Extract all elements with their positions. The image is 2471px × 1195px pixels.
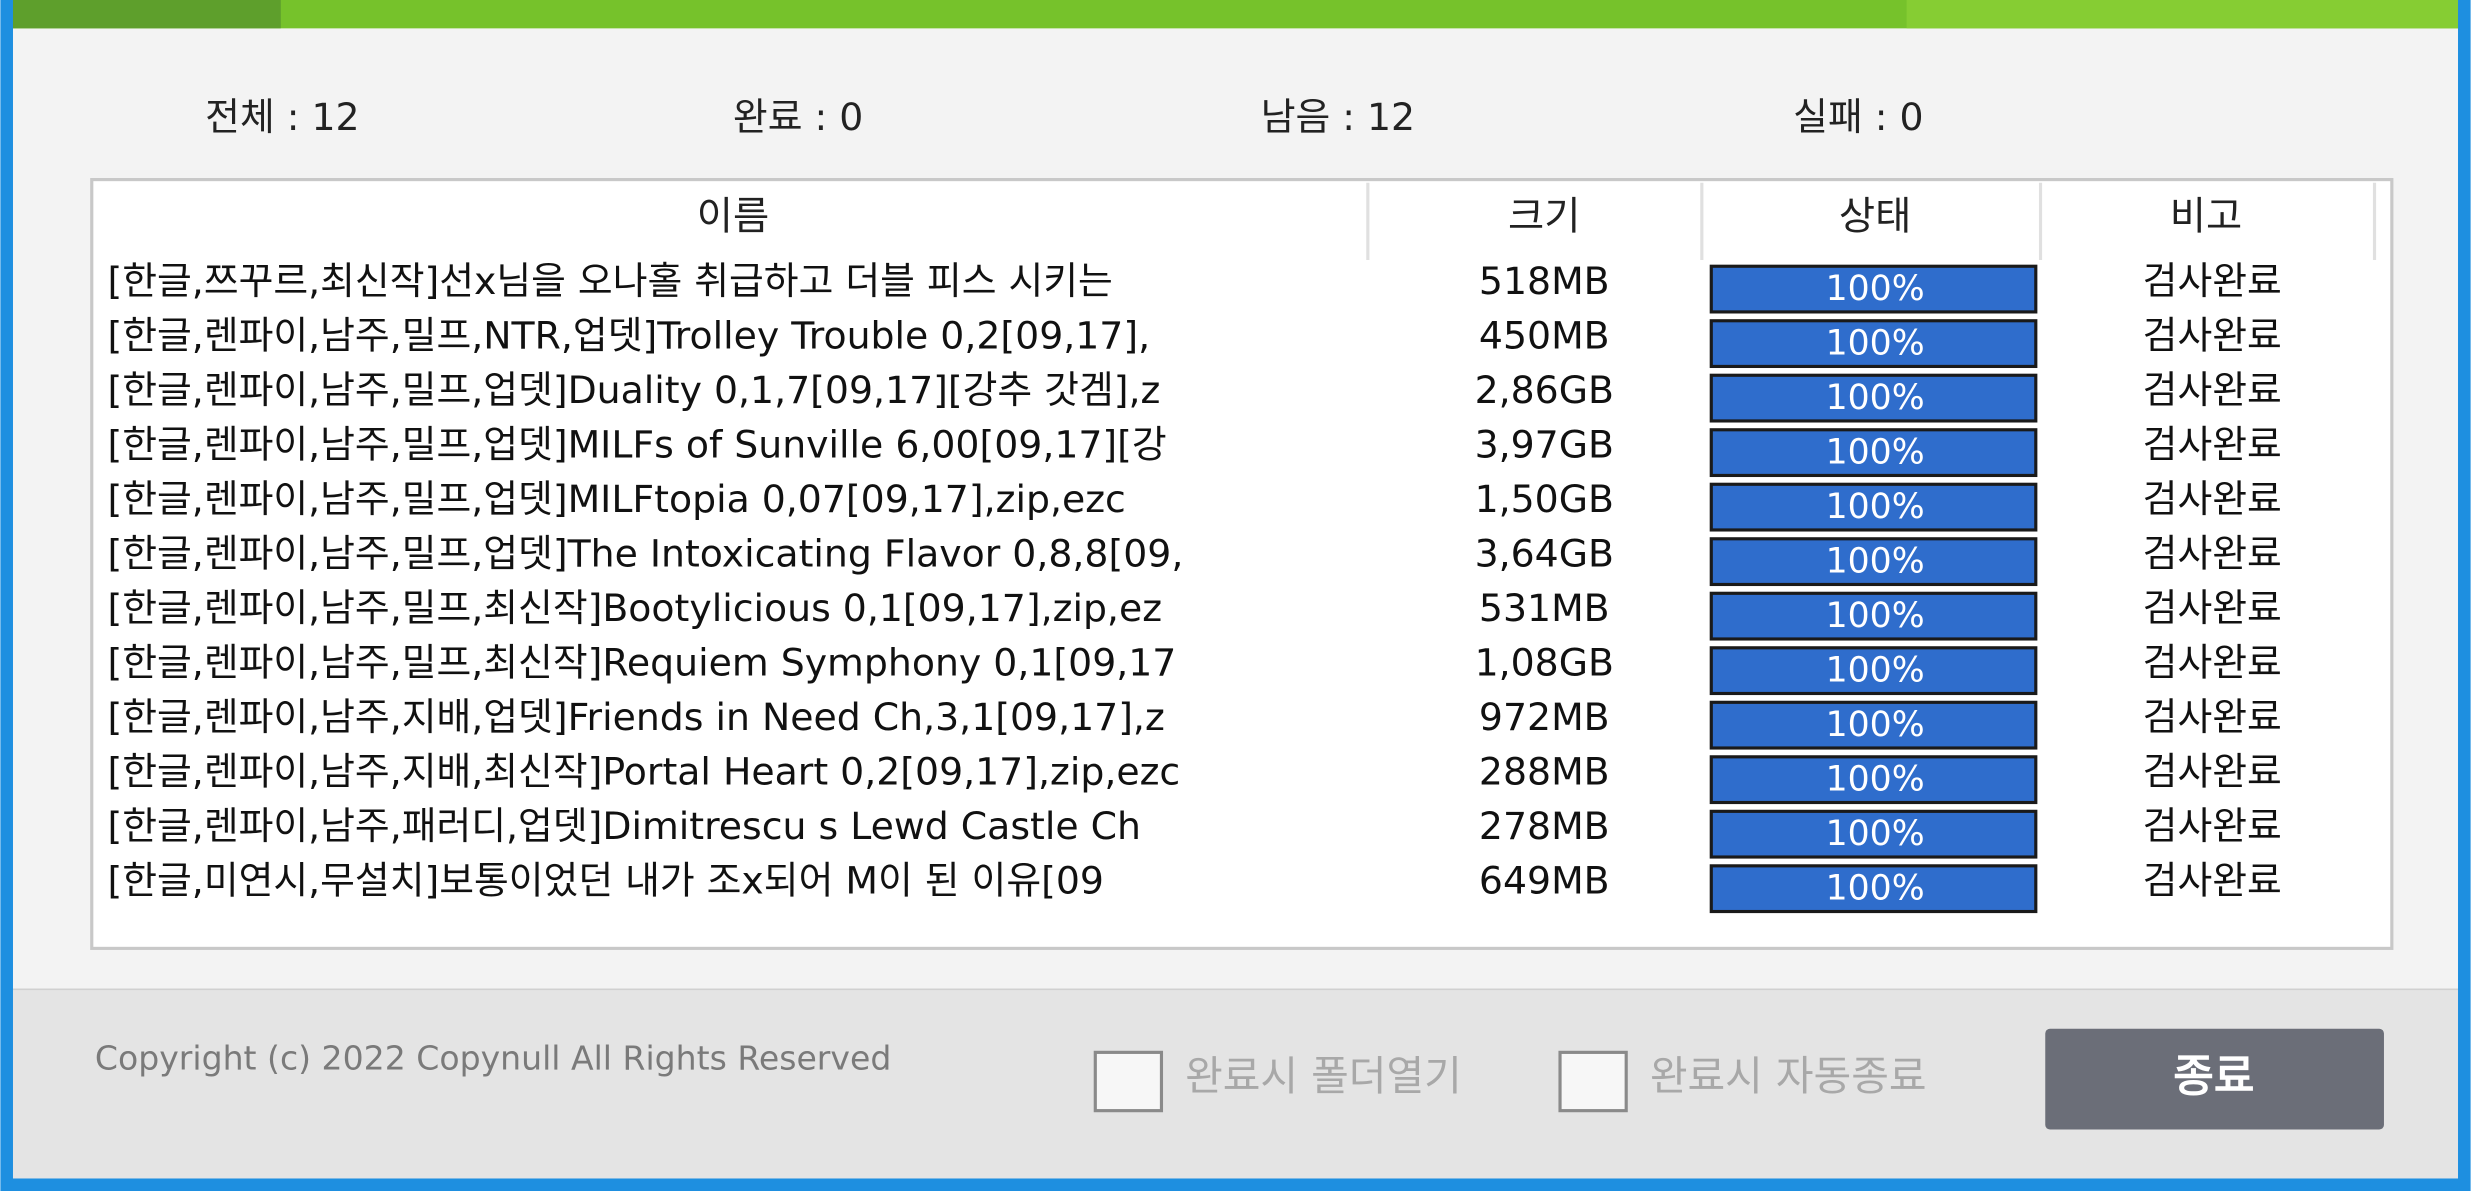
file-name: [한글,렌파이,남주,밀프,업뎃]The Intoxicating Flavor… — [108, 532, 1184, 576]
file-size: 3,64GB — [1475, 532, 1614, 576]
column-header: 비고 — [2170, 193, 2242, 239]
file-name: [한글,렌파이,남주,밀프,최신작]Requiem Symphony 0,1[0… — [108, 641, 1177, 685]
status-note: 검사완료 — [2143, 859, 2282, 903]
file-name: [한글,렌파이,남주,지배,최신작]Portal Heart 0,2[09,17… — [108, 750, 1181, 794]
progress-bar — [1709, 646, 2038, 696]
file-size: 3,97GB — [1475, 423, 1614, 467]
status-note: 검사완료 — [2143, 477, 2282, 521]
status-note: 검사완료 — [2143, 695, 2282, 739]
progress-bar — [1709, 700, 2038, 750]
close-button[interactable] — [2045, 1028, 2384, 1130]
status-note: 검사완료 — [2143, 750, 2282, 794]
progress-label: 100% — [1826, 432, 1925, 472]
title-bar-left — [12, 0, 281, 29]
status-note: 검사완료 — [2143, 532, 2282, 576]
progress-bar — [1709, 373, 2038, 423]
stat-label: 남음 : 12 — [1261, 95, 1415, 139]
progress-bar — [1709, 755, 2038, 805]
checkbox[interactable] — [1093, 1050, 1164, 1113]
progress-label: 100% — [1826, 378, 1925, 418]
file-size: 518MB — [1479, 259, 1610, 303]
progress-label: 100% — [1826, 487, 1925, 527]
progress-bar — [1709, 319, 2038, 369]
copyright: Copyright (c) 2022 Copynull All Rights R… — [95, 1039, 891, 1078]
title-bar-right — [1906, 0, 2459, 29]
progress-bar — [1709, 864, 2038, 914]
file-size: 972MB — [1479, 695, 1610, 739]
file-size: 1,50GB — [1475, 477, 1614, 521]
file-size: 288MB — [1479, 750, 1610, 794]
progress-label: 100% — [1826, 323, 1925, 363]
column-header: 크기 — [1508, 193, 1580, 239]
stat-label: 실패 : 0 — [1793, 95, 1923, 139]
status-note: 검사완료 — [2143, 804, 2282, 848]
file-name: [한글,렌파이,남주,밀프,업뎃]MILFs of Sunville 6,00[… — [108, 423, 1167, 467]
progress-bar — [1709, 264, 2038, 314]
column-header: 상태 — [1839, 193, 1911, 239]
file-size: 450MB — [1479, 314, 1610, 358]
progress-label: 100% — [1826, 269, 1925, 309]
file-name: [한글,렌파이,남주,지배,업뎃]Friends in Need Ch,3,1[… — [108, 695, 1165, 739]
progress-label: 100% — [1826, 541, 1925, 581]
status-note: 검사완료 — [2143, 423, 2282, 467]
status-note: 검사완료 — [2143, 314, 2282, 358]
column-header: 이름 — [697, 193, 769, 239]
progress-label: 100% — [1826, 596, 1925, 636]
file-name: [한글,미연시,무설치]보통이었던 내가 조x되어 M이 된 이유[09 — [108, 859, 1104, 903]
progress-bar — [1709, 428, 2038, 478]
progress-label: 100% — [1826, 650, 1925, 690]
progress-label: 100% — [1826, 759, 1925, 799]
checkbox-label[interactable]: 완료시 폴더열기 — [1185, 1052, 1462, 1100]
file-name: [한글,렌파이,남주,밀프,최신작]Bootylicious 0,1[09,17… — [108, 586, 1163, 630]
file-size: 1,08GB — [1475, 641, 1614, 685]
file-name: [한글,렌파이,남주,밀프,NTR,업뎃]Trolley Trouble 0,2… — [108, 314, 1151, 358]
progress-bar — [1709, 537, 2038, 587]
progress-label: 100% — [1826, 705, 1925, 745]
progress-bar — [1709, 482, 2038, 532]
stat-label: 전체 : 12 — [205, 95, 359, 139]
file-size: 531MB — [1479, 586, 1610, 630]
file-name: [한글,렌파이,남주,밀프,업뎃]MILFtopia 0,07[09,17],z… — [108, 477, 1126, 521]
file-size: 2,86GB — [1475, 368, 1614, 412]
progress-label: 100% — [1826, 868, 1925, 908]
progress-bar — [1709, 809, 2038, 859]
file-name: [한글,쯔꾸르,최신작]선x님을 오나홀 취급하고 더블 피스 시키는 — [108, 259, 1113, 303]
status-note: 검사완료 — [2143, 259, 2282, 303]
checkbox-label[interactable]: 완료시 자동종료 — [1650, 1052, 1927, 1100]
progress-bar — [1709, 591, 2038, 641]
name-column: [한글,쯔꾸르,최신작]선x님을 오나홀 취급하고 더블 피스 시키는 [한글,렌… — [108, 259, 1184, 903]
close-button-label[interactable]: 종료 — [2173, 1051, 2254, 1102]
status-note: 검사완료 — [2143, 368, 2282, 412]
stat-label: 완료 : 0 — [733, 95, 863, 139]
file-name: [한글,렌파이,남주,패러디,업뎃]Dimitrescu s Lewd Cast… — [108, 804, 1141, 848]
status-note: 검사완료 — [2143, 641, 2282, 685]
checkbox[interactable] — [1558, 1050, 1628, 1113]
file-size: 278MB — [1479, 804, 1610, 848]
file-size: 649MB — [1479, 859, 1610, 903]
status-note: 검사완료 — [2143, 586, 2282, 630]
progress-label: 100% — [1826, 814, 1925, 854]
file-name: [한글,렌파이,남주,밀프,업뎃]Duality 0,1,7[09,17][강추… — [108, 368, 1161, 412]
